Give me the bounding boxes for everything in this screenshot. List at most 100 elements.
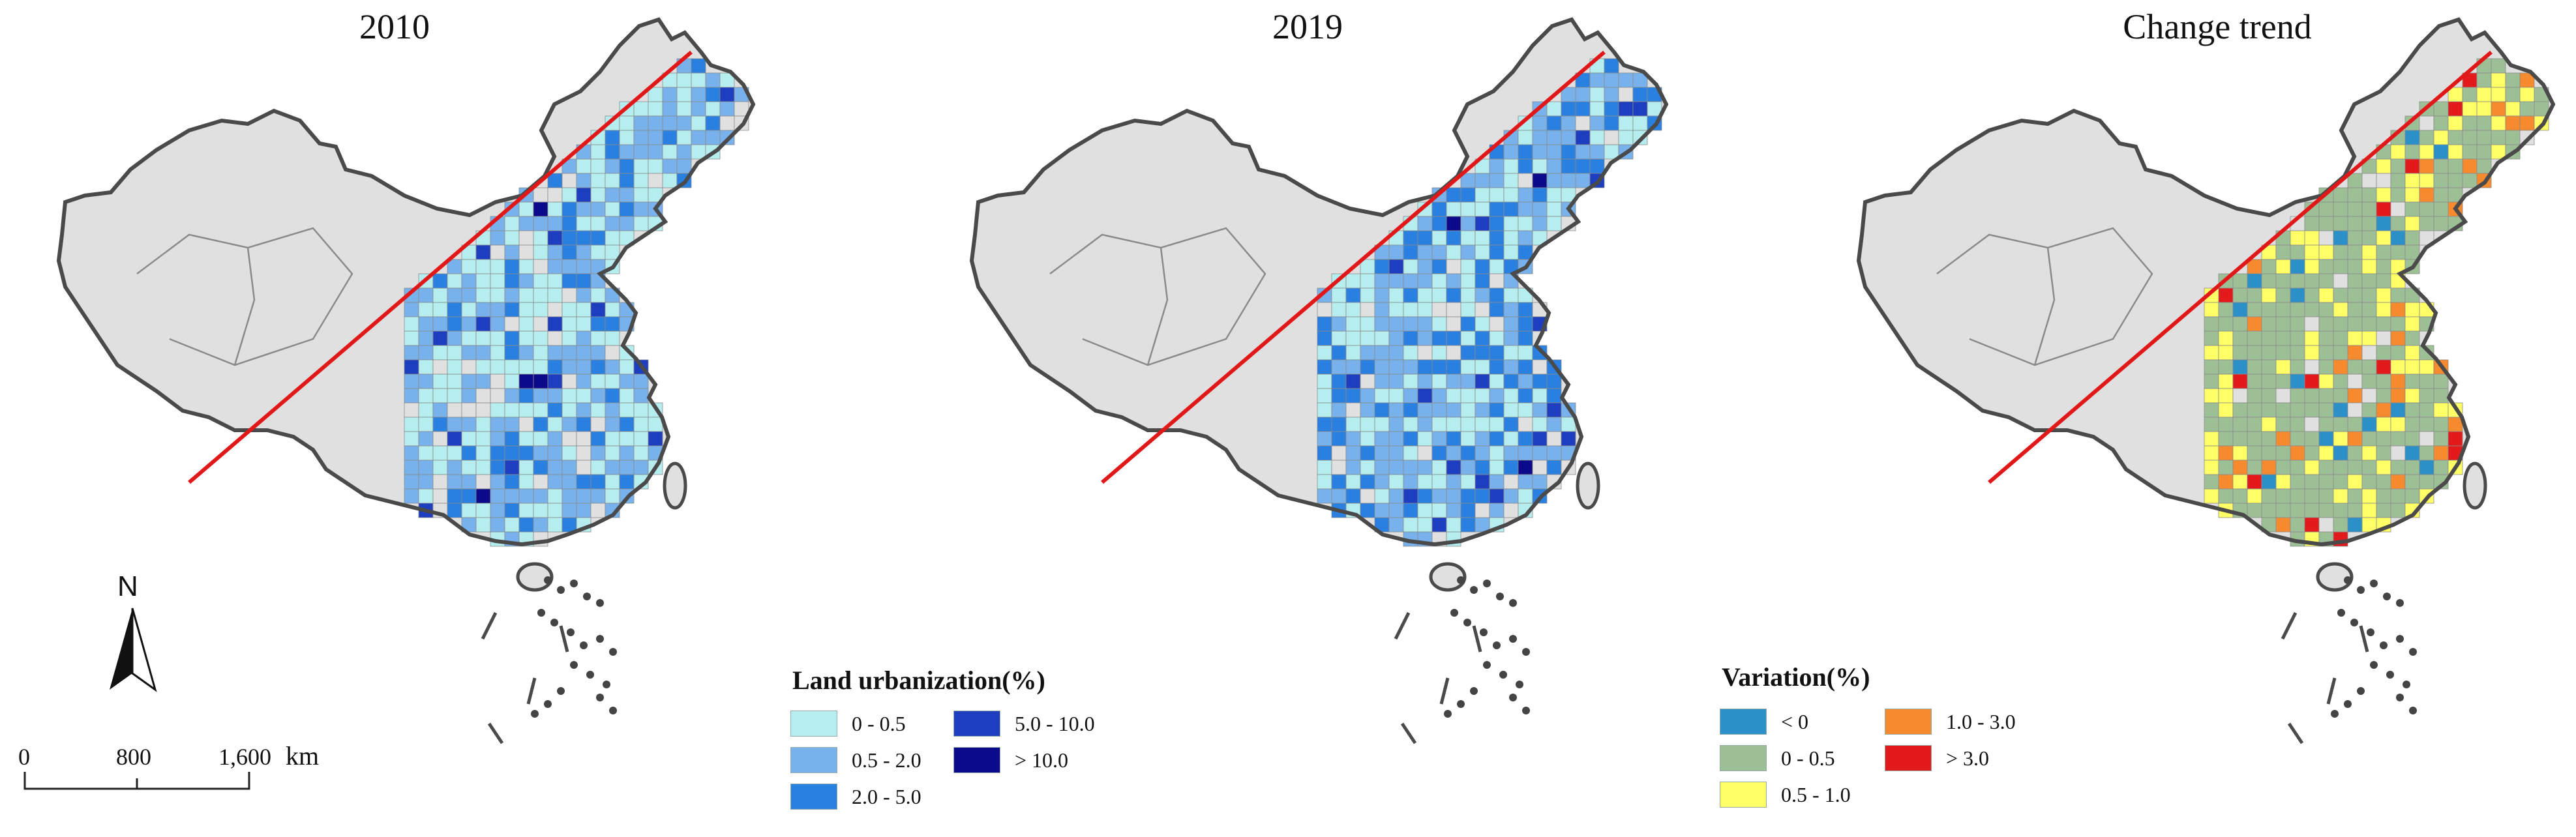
region-cell (605, 488, 620, 504)
region-cell (2361, 345, 2377, 360)
region-cell (1345, 287, 1361, 303)
region-cell (2404, 460, 2420, 475)
region-cell (2275, 359, 2291, 375)
region-cell (2491, 58, 2506, 74)
region-cell (1503, 302, 1519, 317)
region-cell (547, 244, 563, 260)
region-cell (2361, 287, 2377, 303)
region-cell (1589, 101, 1605, 117)
region-cell (490, 330, 505, 346)
region-cell (2390, 158, 2406, 174)
region-cell (2361, 173, 2377, 188)
region-cell (2290, 302, 2305, 317)
island-dot (570, 580, 578, 587)
region-cell (605, 130, 620, 145)
region-cell (418, 374, 434, 389)
region-cell (676, 101, 692, 117)
region-cell (2218, 374, 2234, 389)
region-cell (2491, 87, 2506, 102)
region-cell (1431, 388, 1447, 404)
legend-urban-item: 2.0 - 5.0 (790, 784, 921, 810)
region-cell (1345, 359, 1361, 375)
region-cell (533, 216, 548, 231)
island-dot (2331, 710, 2339, 718)
region-cell (2247, 345, 2262, 360)
island-dot (1483, 661, 1491, 669)
region-cell (2318, 359, 2334, 375)
region-cell (1460, 402, 1476, 418)
region-cell (2376, 503, 2391, 518)
region-cell (2318, 517, 2334, 533)
region-cell (2476, 87, 2492, 102)
region-cell (432, 273, 448, 289)
region-cell (475, 417, 491, 432)
region-cell (2419, 460, 2434, 475)
province-boundary (1049, 227, 1266, 366)
region-cell (490, 402, 505, 418)
region-cell (1489, 417, 1505, 432)
region-cell (1360, 445, 1375, 461)
region-cell (2347, 460, 2363, 475)
region-cell (533, 460, 548, 475)
region-cell (1604, 87, 1619, 102)
region-cell (2361, 201, 2377, 217)
island-dot (2409, 707, 2417, 714)
region-cell (1446, 345, 1461, 360)
region-cell (504, 417, 520, 432)
region-cell (2462, 158, 2478, 174)
region-cell (1503, 417, 1519, 432)
region-cell (547, 273, 563, 289)
region-cell (2419, 144, 2434, 160)
region-cell (2347, 302, 2363, 317)
region-cell (432, 359, 448, 375)
north-arrow-icon (110, 608, 157, 692)
region-cell (2390, 359, 2406, 375)
region-cell (1317, 460, 1332, 475)
region-cell (1317, 402, 1332, 418)
island-dot (2344, 700, 2352, 708)
region-cell (2462, 101, 2478, 117)
region-cell (1475, 216, 1490, 231)
island-dot (2396, 694, 2404, 701)
region-cell (1446, 244, 1461, 260)
region-cell (633, 445, 649, 461)
region-cell (1546, 445, 1562, 461)
region-cell (576, 445, 592, 461)
region-cell (1345, 445, 1361, 461)
region-cell (2247, 445, 2262, 461)
region-cell (1532, 216, 1548, 231)
region-cell (1489, 173, 1505, 188)
region-cell (504, 488, 520, 504)
region-cell (2404, 144, 2420, 160)
island-dot (557, 687, 565, 695)
region-cell (2247, 474, 2262, 490)
region-cell (1317, 316, 1332, 332)
region-cell (1546, 201, 1562, 217)
region-cell (576, 230, 592, 246)
nine-dash-line (1394, 611, 1482, 744)
region-cell (648, 173, 663, 188)
region-cell (490, 474, 505, 490)
region-cell (2347, 388, 2363, 404)
region-cell (1475, 316, 1490, 332)
region-cell (1388, 359, 1404, 375)
region-cell (2476, 72, 2492, 88)
region-cell (1374, 316, 1390, 332)
region-cell (1345, 330, 1361, 346)
region-cell (2333, 230, 2348, 246)
region-cell (1345, 488, 1361, 504)
region-cell (2347, 474, 2363, 490)
island-dot (550, 619, 558, 626)
region-cell (1345, 460, 1361, 475)
island-dot (2370, 661, 2378, 669)
region-cell (576, 316, 592, 332)
region-cell (1532, 402, 1548, 418)
region-cell (1388, 431, 1404, 447)
region-cell (1345, 273, 1361, 289)
region-cell (1374, 359, 1390, 375)
region-cell (461, 474, 477, 490)
region-cell (2404, 345, 2420, 360)
region-cell (1518, 374, 1533, 389)
region-cell (2275, 330, 2291, 346)
region-cell (504, 345, 520, 360)
